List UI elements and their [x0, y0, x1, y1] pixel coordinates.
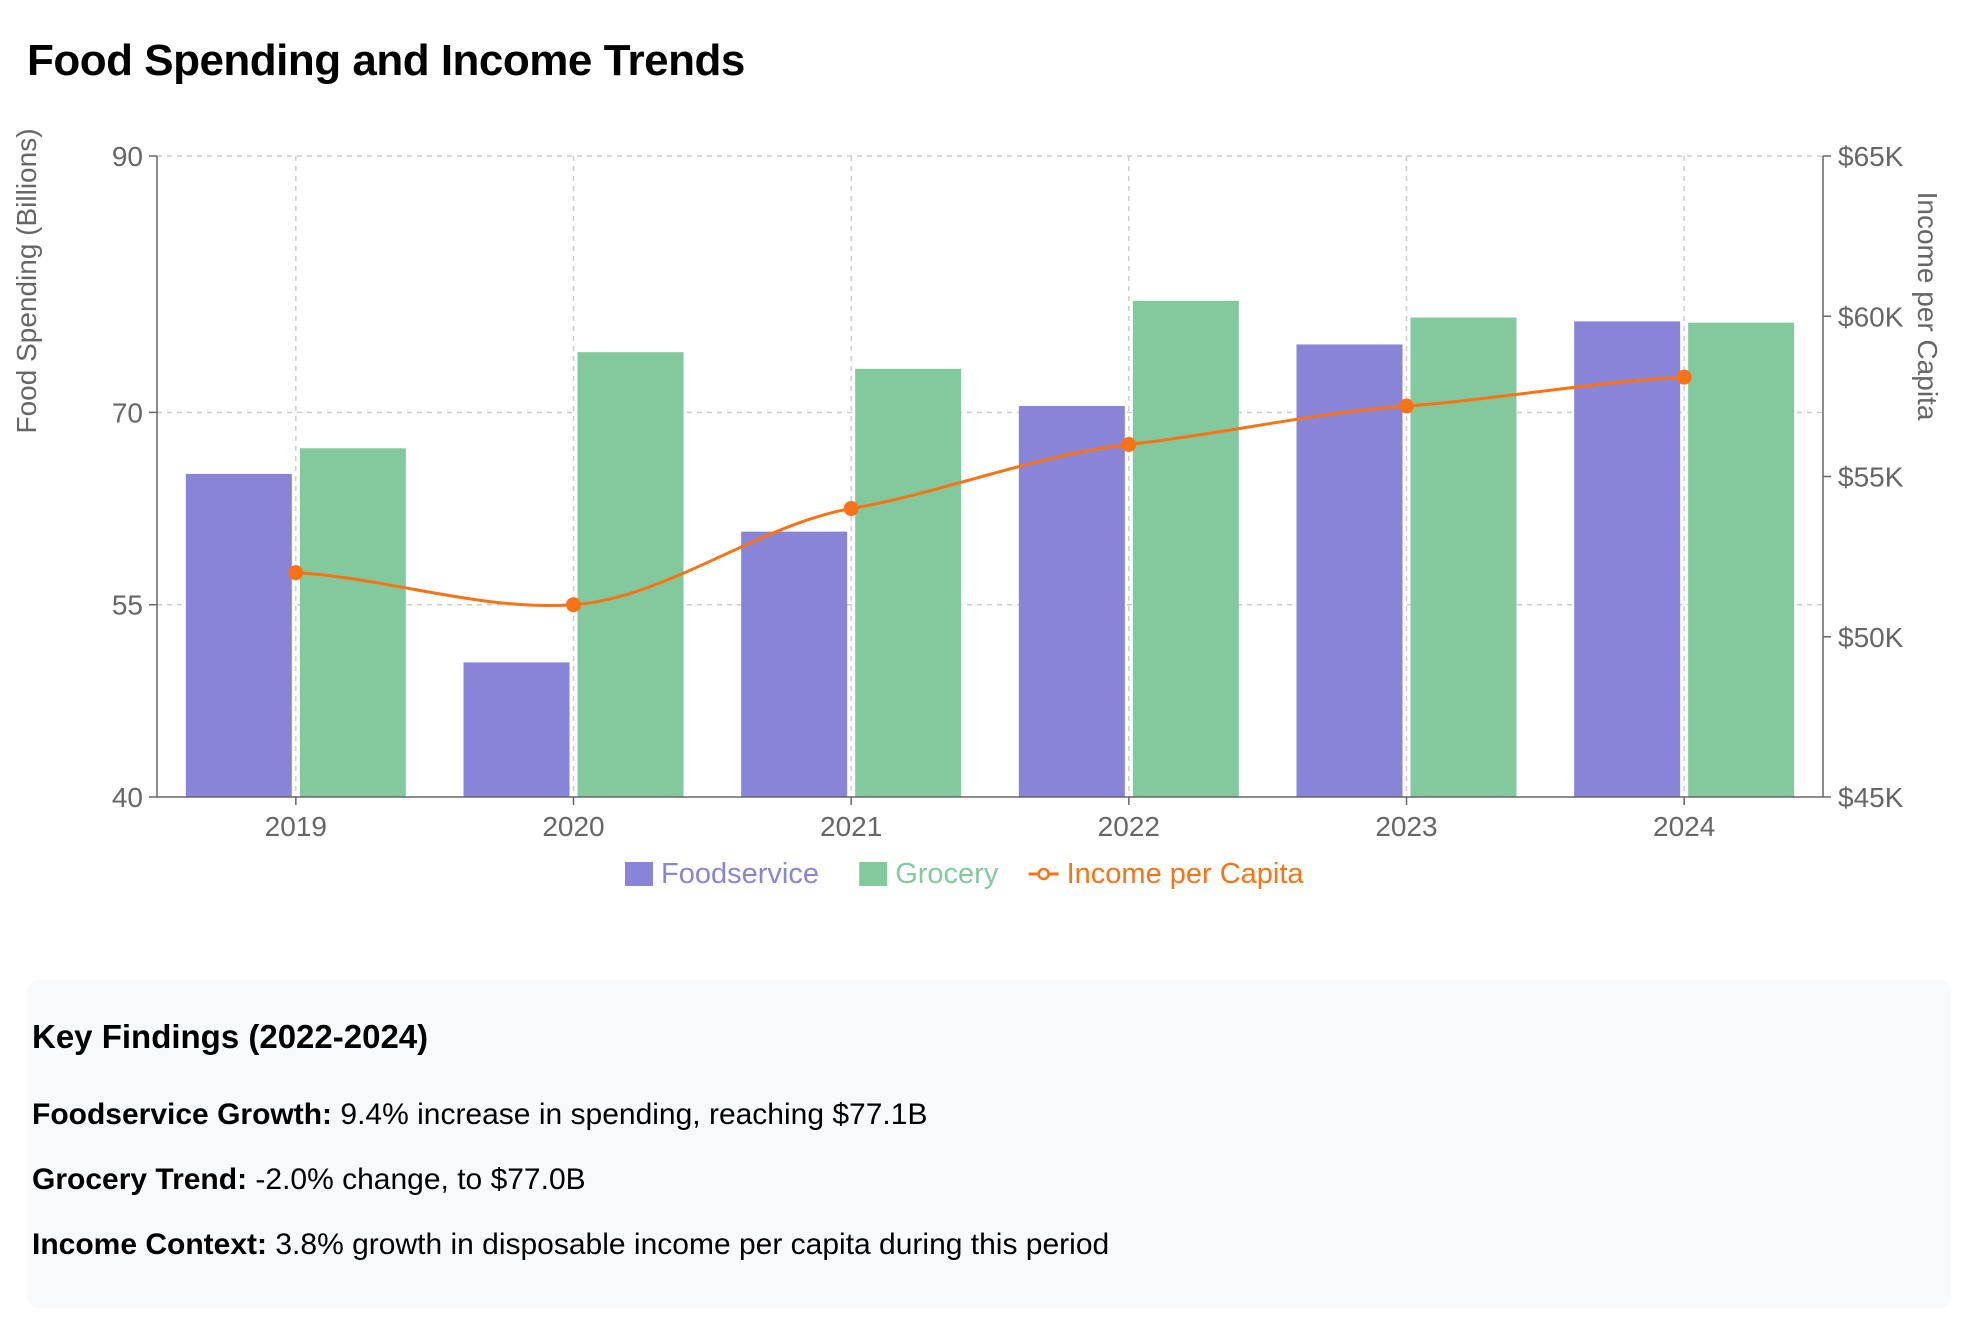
bar-grocery: [1132, 300, 1239, 797]
bar-foodservice: [1296, 344, 1403, 797]
legend-swatch-grocery: [859, 862, 888, 886]
x-tick-label: 2022: [1098, 811, 1160, 842]
y-right-tick-label: $65K: [1838, 141, 1904, 172]
income-point: [1399, 398, 1414, 414]
y-right-tick-label: $50K: [1838, 622, 1904, 653]
y-left-tick-label: 55: [112, 590, 143, 621]
x-tick-label: 2024: [1653, 811, 1715, 842]
income-line: [295, 375, 1685, 607]
legend-swatch-foodservice: [625, 862, 653, 886]
bar-grocery: [1410, 317, 1517, 797]
bar-grocery: [299, 448, 406, 797]
bar-grocery: [577, 352, 684, 797]
key-findings-heading: Key Findings (2022-2024): [32, 1018, 429, 1055]
income-point: [1676, 369, 1692, 385]
finding-label: Foodservice Growth:: [32, 1098, 333, 1131]
bar-grocery: [855, 368, 962, 797]
y-axis-left-title: Food Spending (Billions): [11, 128, 42, 433]
legend-label: Foodservice: [661, 858, 819, 890]
income-point: [843, 501, 859, 517]
finding-text: 9.4% increase in spending, reaching $77.…: [332, 1098, 928, 1131]
y-left-tick-label: 90: [112, 141, 143, 172]
income-point: [566, 597, 581, 613]
finding-income-context: Income Context: 3.8% growth in disposabl…: [32, 1228, 1109, 1262]
bar-foodservice: [1574, 321, 1681, 797]
finding-label: Grocery Trend:: [32, 1163, 248, 1196]
y-left-tick-label: 40: [112, 782, 143, 813]
bar-foodservice: [185, 473, 292, 797]
legend-label: Grocery: [895, 858, 999, 890]
bar-foodservice: [463, 662, 570, 797]
x-tick-label: 2019: [265, 811, 327, 842]
income-point: [288, 565, 304, 581]
legend-label: Income per Capita: [1067, 858, 1305, 890]
finding-grocery-trend: Grocery Trend: -2.0% change, to $77.0B: [32, 1163, 586, 1197]
finding-foodservice-growth: Foodservice Growth: 9.4% increase in spe…: [32, 1098, 927, 1132]
bar-grocery: [1688, 322, 1795, 797]
finding-text: -2.0% change, to $77.0B: [247, 1163, 586, 1196]
key-findings-card: [27, 980, 1951, 1308]
income-point: [1121, 436, 1137, 452]
page-title: Food Spending and Income Trends: [27, 36, 745, 85]
finding-text: 3.8% growth in disposable income per cap…: [267, 1228, 1110, 1261]
y-left-tick-label: 70: [112, 397, 143, 428]
y-right-tick-label: $55K: [1838, 462, 1904, 493]
y-right-tick-label: $60K: [1838, 301, 1904, 332]
y-right-tick-label: $45K: [1838, 782, 1904, 813]
x-tick-label: 2020: [542, 811, 604, 842]
finding-label: Income Context:: [32, 1228, 268, 1261]
legend-swatch-income-dot: [1037, 867, 1050, 881]
bar-foodservice: [741, 531, 848, 797]
food-income-chart: 40 55 70 90 $45K $50K $55K $60K $65K 2019 2020 2021…: [11, 128, 1943, 890]
x-tick-label: 2021: [820, 811, 882, 842]
x-tick-label: 2023: [1375, 811, 1437, 842]
bar-foodservice: [1018, 405, 1125, 797]
y-axis-right-title: Income per Capita: [1912, 192, 1943, 421]
